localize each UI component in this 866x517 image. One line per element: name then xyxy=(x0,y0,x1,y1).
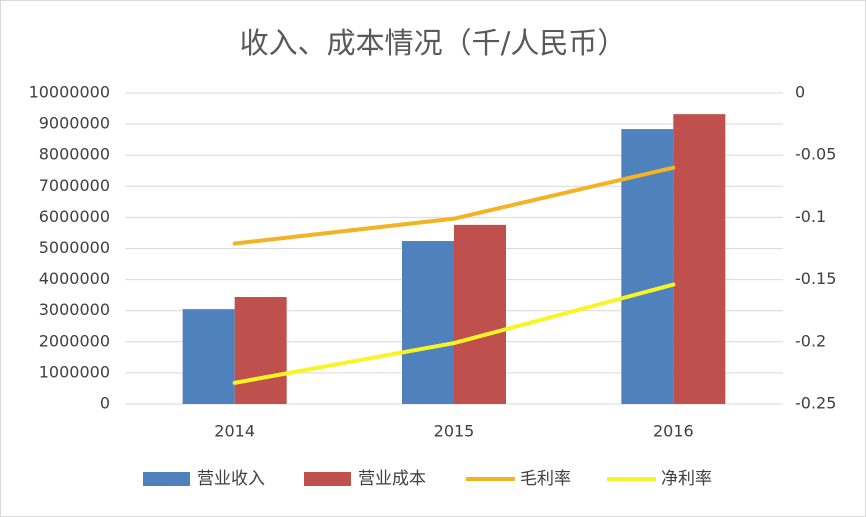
legend-label: 营业收入 xyxy=(197,469,265,489)
y2-tick-label: -0.05 xyxy=(795,145,836,164)
y-tick-label: 2000000 xyxy=(39,331,110,350)
legend-label: 毛利率 xyxy=(520,469,571,489)
y2-tick-label: 0 xyxy=(795,83,805,102)
y-tick-label: 9000000 xyxy=(39,114,110,133)
y-tick-label: 7000000 xyxy=(39,176,110,195)
y2-tick-label: -0.15 xyxy=(795,269,836,288)
legend-swatch xyxy=(143,472,190,486)
legend-label: 营业成本 xyxy=(358,469,426,489)
y-tick-label: 4000000 xyxy=(39,269,110,288)
line-series xyxy=(232,282,676,385)
y-tick-label: 1000000 xyxy=(39,362,110,381)
y-tick-label: 3000000 xyxy=(39,300,110,319)
legend-label: 净利率 xyxy=(661,469,712,489)
y2-tick-label: -0.1 xyxy=(795,207,826,226)
y2-tick-label: -0.25 xyxy=(795,394,836,413)
y2-tick-label: -0.2 xyxy=(795,331,826,350)
legend-swatch xyxy=(304,472,351,486)
bar xyxy=(454,224,506,404)
y-tick-label: 6000000 xyxy=(39,207,110,226)
y-tick-label: 10000000 xyxy=(29,83,110,102)
y-tick-label: 8000000 xyxy=(39,145,110,164)
x-tick-label: 2016 xyxy=(653,422,694,441)
y-tick-label: 5000000 xyxy=(39,238,110,257)
bar xyxy=(182,309,235,404)
x-tick-label: 2014 xyxy=(214,422,255,441)
bar xyxy=(234,297,287,404)
bar xyxy=(673,114,726,404)
line-series xyxy=(232,165,676,246)
x-tick-label: 2015 xyxy=(434,422,475,441)
bar xyxy=(402,241,454,404)
chart-title: 收入、成本情况（千/人民币） xyxy=(240,26,627,60)
y-tick-label: 0 xyxy=(100,394,110,413)
